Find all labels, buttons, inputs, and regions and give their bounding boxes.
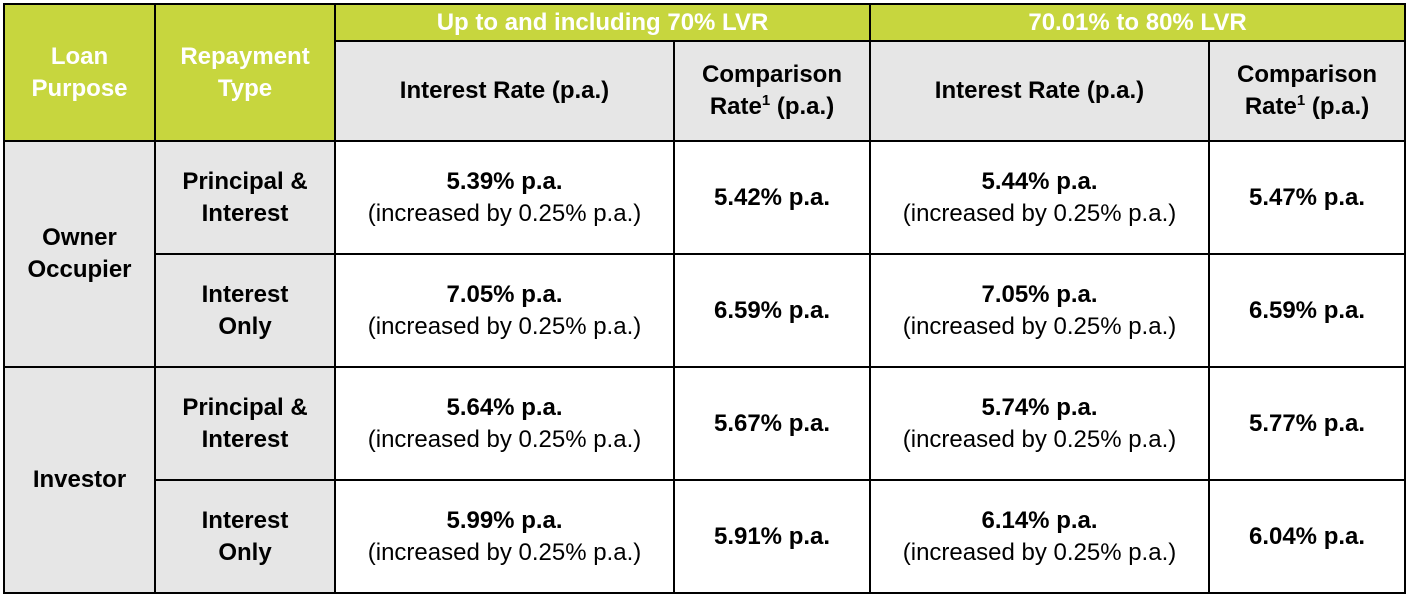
repayment-type-cell: Interest Only: [154, 479, 336, 594]
interest-rate-cell: 7.05% p.a. (increased by 0.25% p.a.): [334, 253, 675, 368]
header-interest-rate-1: Interest Rate (p.a.): [334, 40, 675, 142]
table-row: Interest Only 7.05% p.a. (increased by 0…: [4, 253, 1406, 368]
rate-note: (increased by 0.25% p.a.): [902, 199, 1177, 227]
comparison-suffix: (p.a.): [1305, 93, 1370, 120]
interest-rate-cell: 5.64% p.a. (increased by 0.25% p.a.): [334, 366, 675, 481]
comparison-rate-cell: 6.59% p.a.: [1208, 253, 1406, 368]
rate-value: 5.99% p.a.: [446, 506, 563, 534]
comparison-rate-cell: 5.47% p.a.: [1208, 140, 1406, 255]
comparison-rate-cell: 5.77% p.a.: [1208, 366, 1406, 481]
interest-rate-cell: 5.39% p.a. (increased by 0.25% p.a.): [334, 140, 675, 255]
rate-value: 6.14% p.a.: [981, 506, 1098, 534]
rate-value: 7.05% p.a.: [981, 280, 1098, 308]
comparison-suffix: (p.a.): [770, 93, 835, 120]
header-comparison-rate-2: Comparison Rate1 (p.a.): [1208, 40, 1406, 142]
comparison-rate-cell: 5.91% p.a.: [673, 479, 871, 594]
comparison-label: Comparison: [701, 61, 842, 88]
table-row: Interest Only 5.99% p.a. (increased by 0…: [4, 479, 1406, 594]
comparison-label: Comparison: [1236, 61, 1377, 88]
footnote-marker: 1: [1296, 92, 1306, 109]
repayment-type-cell: Principal & Interest: [154, 140, 336, 255]
repayment-type-cell: Principal & Interest: [154, 366, 336, 481]
comparison-rate-word: Rate: [1244, 93, 1297, 120]
header-lvr-70-to-80: 70.01% to 80% LVR: [869, 3, 1406, 42]
interest-rate-cell: 6.14% p.a. (increased by 0.25% p.a.): [869, 479, 1210, 594]
rate-note: (increased by 0.25% p.a.): [367, 199, 642, 227]
table-row: Investor Principal & Interest 5.64% p.a.…: [3, 366, 1406, 594]
rate-note: (increased by 0.25% p.a.): [367, 538, 642, 566]
header-comparison-rate-1: Comparison Rate1 (p.a.): [673, 40, 871, 142]
loan-purpose-owner-occupier: Owner Occupier: [3, 140, 156, 368]
interest-rate-cell: 5.44% p.a. (increased by 0.25% p.a.): [869, 140, 1210, 255]
comparison-rate-cell: 5.67% p.a.: [673, 366, 871, 481]
rate-note: (increased by 0.25% p.a.): [367, 312, 642, 340]
interest-rate-cell: 5.99% p.a. (increased by 0.25% p.a.): [334, 479, 675, 594]
rate-value: 5.39% p.a.: [446, 167, 563, 195]
comparison-rate-cell: 5.42% p.a.: [673, 140, 871, 255]
rate-note: (increased by 0.25% p.a.): [902, 538, 1177, 566]
header-interest-rate-2: Interest Rate (p.a.): [869, 40, 1210, 142]
interest-rate-cell: 7.05% p.a. (increased by 0.25% p.a.): [869, 253, 1210, 368]
rate-value: 5.74% p.a.: [981, 393, 1098, 421]
header-loan-purpose: Loan Purpose: [3, 3, 156, 142]
rate-value: 5.44% p.a.: [981, 167, 1098, 195]
comparison-rate-cell: 6.59% p.a.: [673, 253, 871, 368]
interest-rate-table: Loan Purpose Repayment Type Up to and in…: [3, 3, 1406, 594]
rate-note: (increased by 0.25% p.a.): [367, 425, 642, 453]
loan-purpose-investor: Investor: [3, 366, 156, 594]
rate-value: 7.05% p.a.: [446, 280, 563, 308]
interest-rate-cell: 5.74% p.a. (increased by 0.25% p.a.): [869, 366, 1210, 481]
footnote-marker: 1: [761, 92, 771, 109]
comparison-rate-cell: 6.04% p.a.: [1208, 479, 1406, 594]
header-lvr-up-to-70: Up to and including 70% LVR: [334, 3, 871, 42]
repayment-type-cell: Interest Only: [154, 253, 336, 368]
rate-value: 5.64% p.a.: [446, 393, 563, 421]
header-repayment-type: Repayment Type: [154, 3, 336, 142]
table-row: Owner Occupier Principal & Interest 5.39…: [3, 140, 1406, 368]
rate-note: (increased by 0.25% p.a.): [902, 312, 1177, 340]
comparison-rate-word: Rate: [709, 93, 762, 120]
rate-note: (increased by 0.25% p.a.): [902, 425, 1177, 453]
